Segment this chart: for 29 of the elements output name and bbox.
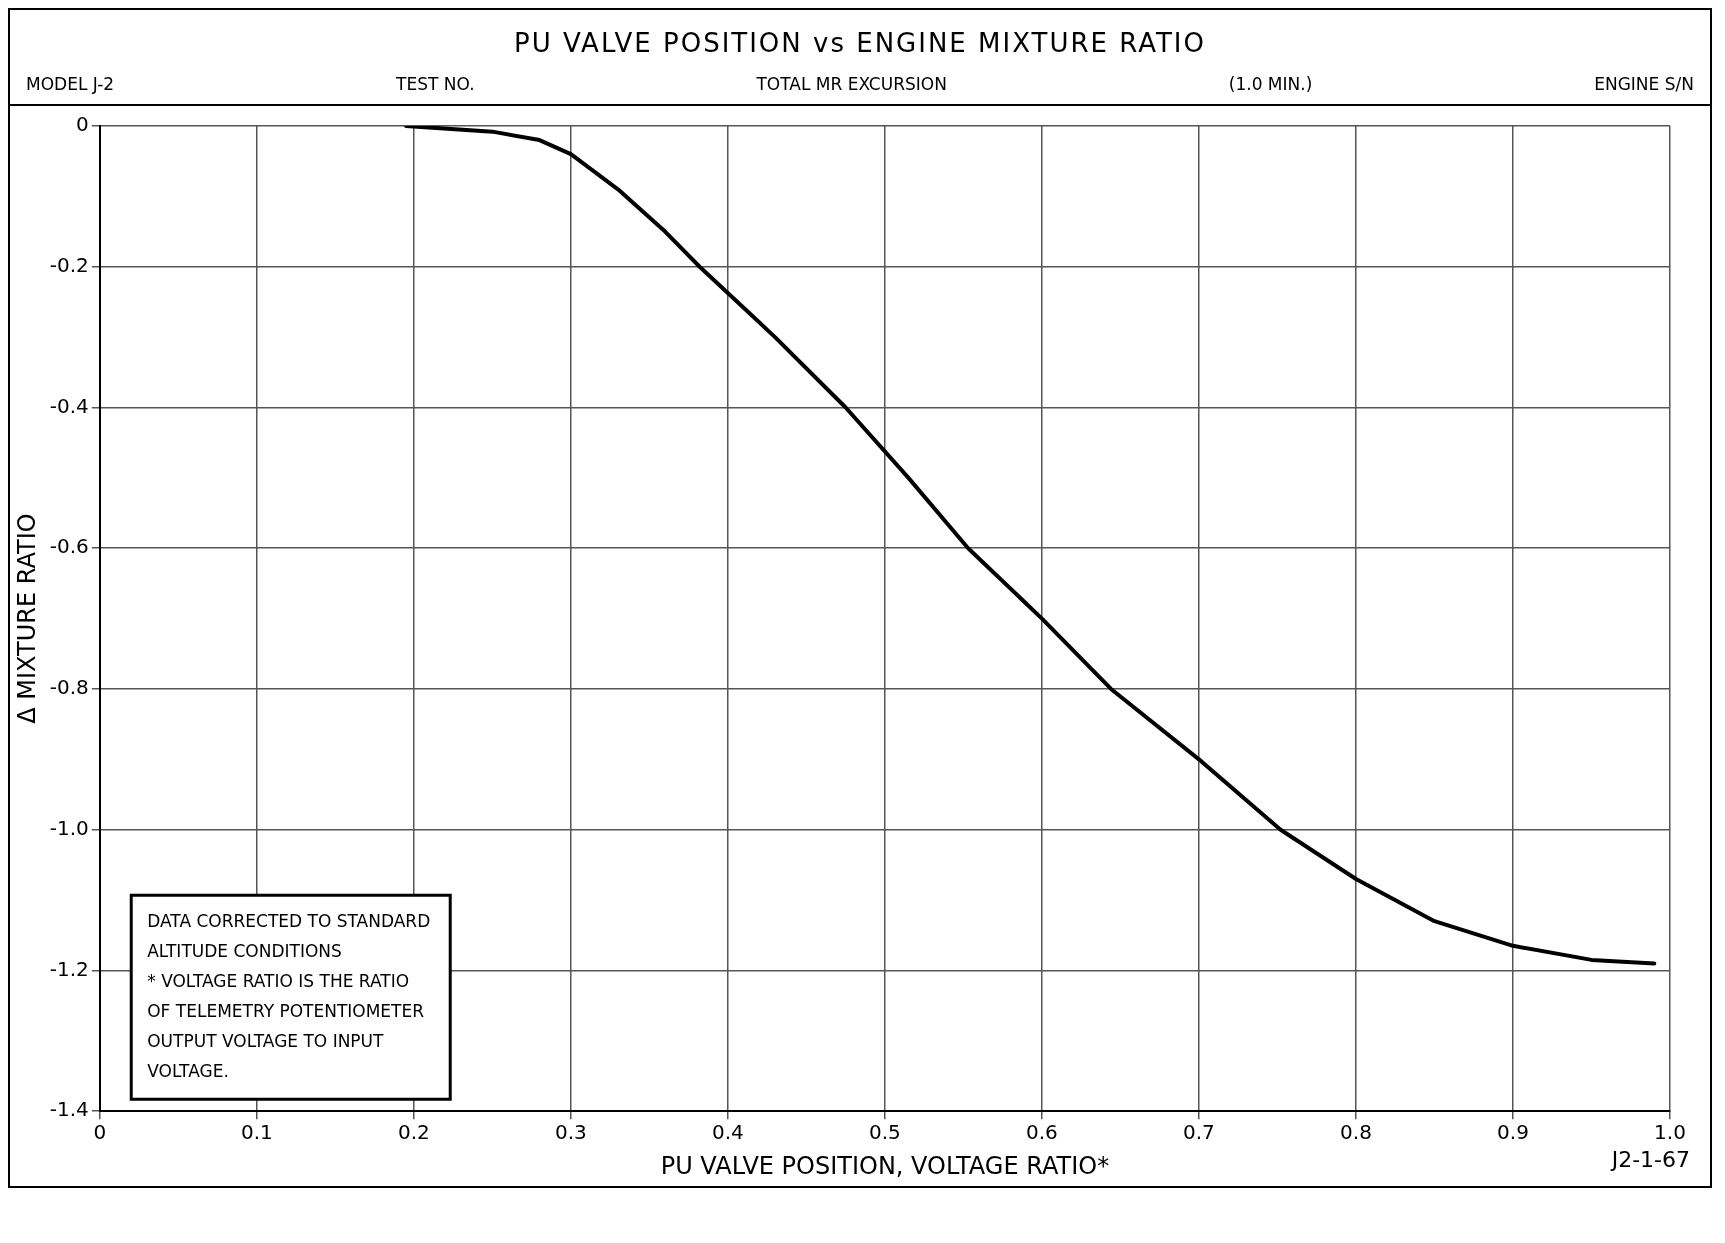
- y-tick-label: -1.2: [49, 956, 89, 981]
- x-tick-label: 0.2: [397, 1120, 430, 1145]
- text: J2-1-67: [1611, 1147, 1690, 1172]
- x-tick-label: 0.1: [240, 1120, 273, 1145]
- x-tick-label: 0.5: [869, 1120, 901, 1145]
- x-tick-label: 0.9: [1497, 1120, 1529, 1145]
- x-tick-label: 0.7: [1183, 1120, 1215, 1145]
- y-tick-label: -0.4: [49, 393, 89, 418]
- x-tick-label: 0: [93, 1120, 107, 1145]
- y-tick-label: -1.4: [49, 1097, 89, 1122]
- text: TEST NO.: [396, 74, 475, 94]
- y-tick-label: -0.6: [49, 534, 89, 559]
- x-tick-label: 0.6: [1026, 1120, 1058, 1145]
- x-tick-label: 0.8: [1340, 1120, 1372, 1145]
- x-axis-title: PU VALVE POSITION, VOLTAGE RATIO*: [660, 1151, 1110, 1180]
- chart-title: PU VALVE POSITION vs ENGINE MIXTURE RATIO: [513, 27, 1207, 60]
- x-tick-label: 0.4: [711, 1120, 744, 1145]
- x-tick-label: 0.3: [554, 1120, 587, 1145]
- text: ENGINE S/N: [1594, 74, 1694, 94]
- y-tick-label: -1.0: [49, 815, 89, 840]
- text: TOTAL MR EXCURSION: [756, 74, 947, 94]
- x-tick-label: 1.0: [1654, 1120, 1686, 1145]
- y-tick-label: -0.2: [49, 252, 89, 277]
- y-axis-title: Δ MIXTURE RATIO: [12, 513, 41, 724]
- text: (1.0 MIN.): [1228, 74, 1313, 94]
- text: MODEL J-2: [26, 74, 115, 94]
- y-tick-label: 0: [76, 112, 89, 137]
- y-tick-label: -0.8: [49, 675, 89, 700]
- annotation: DATA CORRECTED TO STANDARD ALTITUDE CONDITIONS * VOLTAGE RATIO IS THE RATIO OF TELEMETRY POTENTIOMETER OUTPUT VOLTAGE TO INPUT VOLTAGE.: [147, 910, 431, 1081]
